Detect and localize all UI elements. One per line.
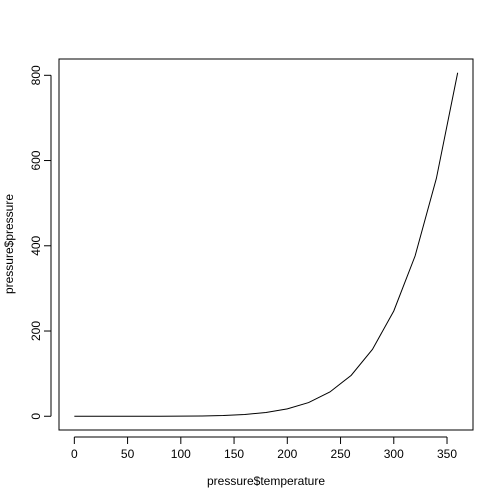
x-tick-label: 100 xyxy=(171,447,191,461)
x-tick-label: 300 xyxy=(384,447,404,461)
data-line xyxy=(74,72,459,417)
y-tick-label: 800 xyxy=(29,65,43,85)
y-axis-label: pressure$pressure xyxy=(2,194,16,294)
x-tick-label: 350 xyxy=(437,447,457,461)
x-axis-label: pressure$temperature xyxy=(207,474,325,488)
y-tick-label: 600 xyxy=(29,150,43,170)
y-tick-label: 0 xyxy=(29,413,43,420)
x-tick-label: 50 xyxy=(121,447,135,461)
x-tick-label: 0 xyxy=(71,447,78,461)
y-tick-label: 400 xyxy=(29,235,43,255)
x-tick-label: 200 xyxy=(277,447,297,461)
x-tick-label: 150 xyxy=(224,447,244,461)
plot-box xyxy=(58,58,474,431)
y-tick-label: 200 xyxy=(29,321,43,341)
x-tick-label: 250 xyxy=(331,447,351,461)
